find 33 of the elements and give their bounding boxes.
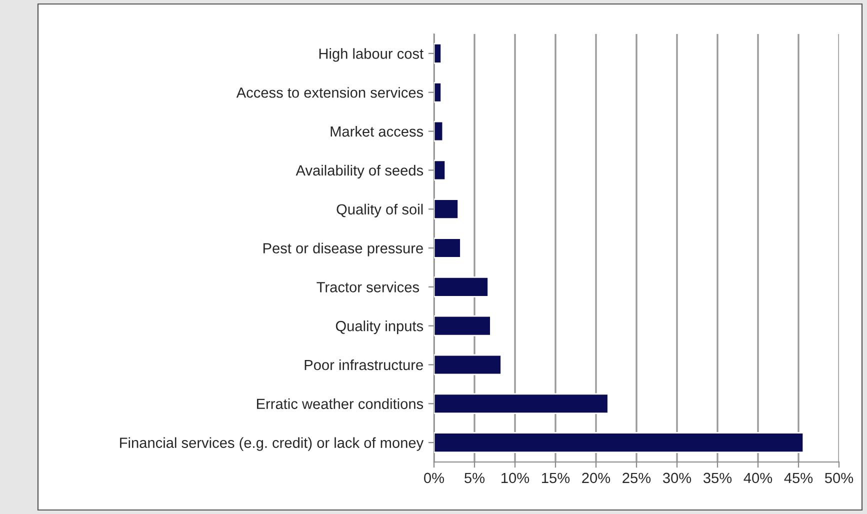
x-tick-label: 45% [784,472,813,484]
bar [434,393,609,414]
bar [434,120,444,142]
x-tick-label: 10% [502,472,530,484]
y-tick-label: Availability of seeds [296,164,424,178]
bar [434,198,459,220]
y-tick-label: Access to extension services [236,87,424,98]
bar [434,82,442,103]
x-tick-label: 50% [824,472,854,484]
bar [434,432,804,453]
bar [434,315,492,336]
y-tick-label: Quality of soil [336,204,423,218]
y-tick-label: High labour cost [319,48,424,62]
x-tick-label: 25% [622,472,651,484]
bar [434,160,446,181]
bar [434,238,462,258]
x-tick-label: 5% [464,472,485,484]
x-tick-label: 40% [744,472,772,484]
y-tick-label: Tractor services [316,282,420,292]
x-tick-label: 20% [582,472,610,484]
y-tick-label: Quality inputs [336,320,424,334]
x-tick-label: 15% [542,472,570,484]
y-tick-label: Market access [330,126,424,137]
bar [434,276,489,298]
x-tick-label: 35% [703,472,732,484]
y-tick-label: Financial services (e.g. credit) or lack of money [120,437,424,451]
x-tick-label: 30% [662,472,692,484]
bar [434,43,442,64]
y-tick-label: Poor infrastructure [304,359,423,370]
bar [434,354,502,376]
y-tick-label: Pest or disease pressure [263,242,423,256]
x-tick-label: 0% [424,472,444,484]
y-tick-label: Erratic weather conditions [257,398,424,410]
